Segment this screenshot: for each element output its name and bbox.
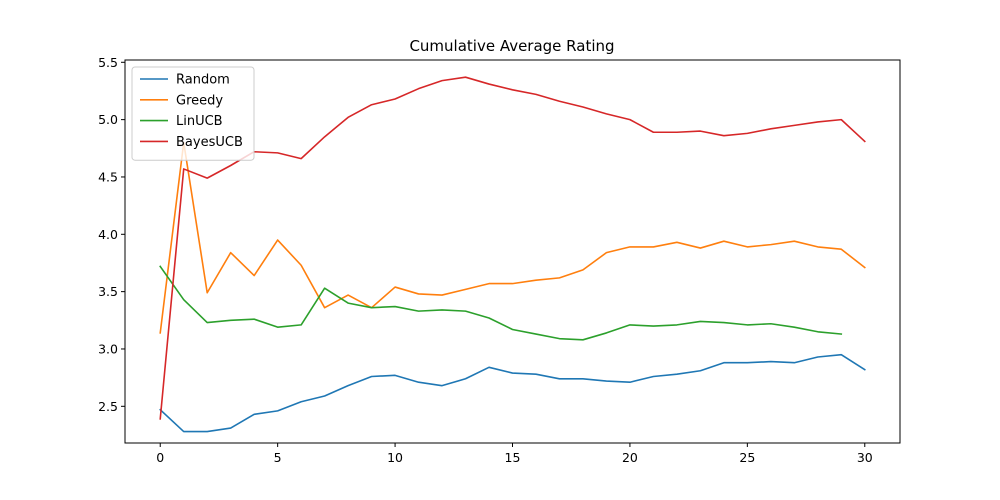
y-tick-label: 5.0 (98, 112, 118, 127)
legend-label: BayesUCB (176, 135, 243, 150)
legend-label: Greedy (176, 93, 223, 108)
x-tick-label: 15 (505, 450, 521, 465)
legend: Random Greedy LinUCB BayesUCB (131, 66, 255, 161)
x-tick-label: 20 (622, 450, 638, 465)
x-axis: 0 5 10 15 20 25 30 (156, 443, 873, 465)
y-axis: 2.5 3.0 3.5 4.0 4.5 5.0 5.5 (98, 55, 125, 414)
x-tick-label: 10 (387, 450, 403, 465)
legend-label: Random (176, 73, 230, 88)
x-tick-label: 0 (156, 450, 164, 465)
series-line-random (159, 353, 866, 433)
series-line-greedy (159, 141, 866, 334)
x-tick-label: 25 (739, 450, 755, 465)
series-line-linucb (159, 265, 843, 341)
chart-title: Cumulative Average Rating (409, 37, 614, 55)
y-tick-label: 5.5 (98, 55, 118, 70)
y-tick-label: 4.5 (98, 169, 118, 184)
y-tick-label: 4.0 (98, 227, 118, 242)
x-tick-label: 5 (274, 450, 282, 465)
y-tick-label: 3.5 (98, 284, 118, 299)
y-tick-label: 3.0 (98, 341, 118, 356)
legend-box (131, 66, 255, 161)
y-tick-label: 2.5 (98, 399, 118, 414)
series-line-bayesucb (159, 76, 866, 420)
legend-label: LinUCB (176, 114, 223, 129)
plot-lines (159, 76, 866, 433)
x-tick-label: 30 (857, 450, 873, 465)
